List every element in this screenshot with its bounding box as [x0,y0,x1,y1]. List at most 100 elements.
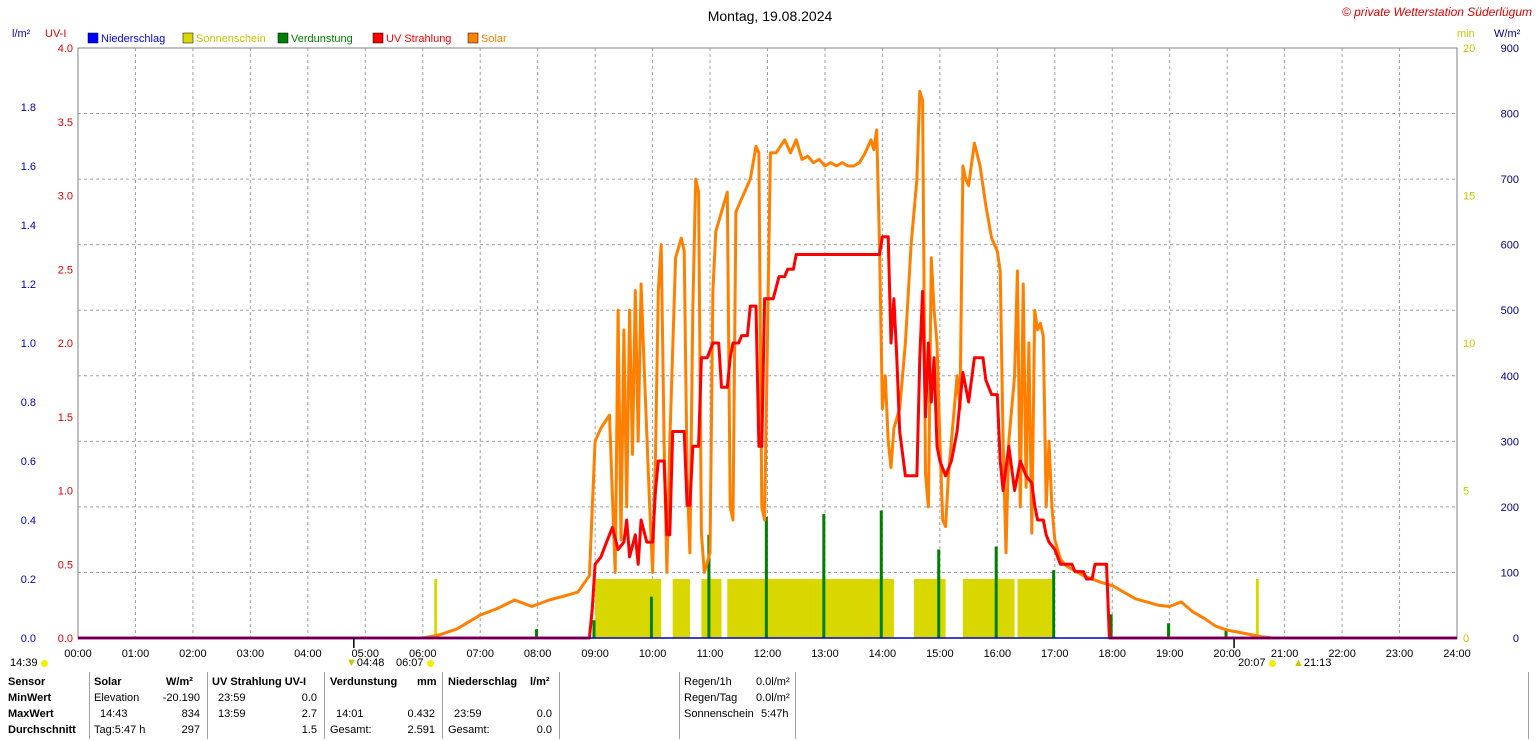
evaporation-bar [879,510,883,638]
sun-tick-label: 20 [1463,43,1475,55]
time-tick-label: 12:00 [754,648,782,660]
time-tick-label: 24:00 [1443,648,1471,660]
rain-tick-label: 0.4 [21,515,36,527]
legend-swatch-solar [467,32,479,44]
time-tick-label: 06:00 [409,648,437,660]
sun-tick-label: 5 [1463,486,1469,498]
summary-label-sunshine: Sonnenschein [684,708,754,720]
sunrise-arrow-icon: ▼ [346,657,357,669]
time-tick-label: 02:00 [179,648,207,660]
time-tick-label: 21:00 [1271,648,1299,660]
legend: Niederschlag Sonnenschein Verdunstung UV… [87,32,507,45]
summary-value-rain-1h: 0.0l/m² [756,676,790,688]
stats-header-rain: Niederschlag [448,676,518,688]
time-tick-label: 04:00 [294,648,322,660]
evaporation-bar [1109,614,1113,638]
sun-dot-icon [40,659,48,667]
sun-tick-label: 0 [1463,633,1469,645]
series-line-uv-strahlung [78,235,1457,640]
sunrise-time: 04:48 [356,657,385,669]
time-tick-label: 18:00 [1098,648,1126,660]
divider [1528,672,1529,739]
solar-axis-unit: W/m² [1494,28,1521,40]
evaporation-bar [994,546,998,638]
solar-axis-ticks: 0 100 200 300 400 500 600 700 800 900 [1501,43,1519,645]
sunshine-bar [1017,579,1052,638]
uv-tick-label: 3.0 [58,191,73,203]
solar-tick-label: 100 [1501,567,1519,579]
legend-label-rain: Niederschlag [101,33,165,45]
stats-header-sensor: Sensor [8,676,46,688]
time-tick-label: 22:00 [1328,648,1356,660]
stats-solar-min-time: Elevation [94,692,140,704]
rain-tick-label: 0.8 [21,397,36,409]
legend-swatch-uv [372,32,384,44]
solar-tick-label: 500 [1501,305,1519,317]
stats-uv-min-time: 23:59 [218,692,246,704]
stats-solar-max-time: 14:43 [100,708,128,720]
time-tick-label: 10:00 [639,648,667,660]
rain-tick-label: 0.0 [21,633,36,645]
uv-axis-ticks: 0.0 0.5 1.0 1.5 2.0 2.5 3.0 3.5 4.0 [58,43,73,645]
sunshine-bar [701,579,722,638]
sun-axis-unit: min [1457,28,1475,40]
time-tick-label: 00:00 [64,648,92,660]
solar-tick-label: 400 [1501,371,1519,383]
now-time-marker: 14:39 [10,657,48,669]
sunshine-bar [914,579,946,638]
solar-tick-label: 800 [1501,109,1519,121]
sun-axis-ticks: 0 5 10 15 20 [1463,43,1475,645]
stats-solar-min-value: -20.190 [162,692,200,704]
stats-row-label-min: MinWert [8,692,52,704]
stats-header-evap: Verdunstung [330,676,398,688]
stats-rain-total-label: Gesamt: [448,724,490,736]
stats-evap-max-time: 14:01 [336,708,364,720]
station-watermark: © private Wetterstation Süderlügum [1342,5,1532,19]
sunset-time: 21:13 [1303,657,1332,669]
sunshine-bar [1255,579,1259,638]
legend-label-sunshine: Sonnenschein [196,33,266,45]
time-tick-label: 19:00 [1156,648,1184,660]
uv-tick-label: 2.5 [58,264,73,276]
chart-title: Montag, 19.08.2024 [708,8,833,24]
rain-tick-label: 0.6 [21,456,36,468]
uv-tick-label: 0.5 [58,559,73,571]
divider [89,672,90,739]
dusk-marker: 20:07 [1238,657,1276,669]
summary-value-rain-day: 0.0l/m² [756,692,790,704]
rain-tick-label: 0.2 [21,574,36,586]
evaporation-bars [535,510,1228,638]
divider [559,672,560,739]
stats-header-rain-unit: l/m² [530,676,550,688]
sun-tick-label: 15 [1463,191,1475,203]
summary-label-rain-1h: Regen/1h [684,676,732,688]
legend-swatch-rain [87,32,99,44]
time-tick-label: 15:00 [926,648,954,660]
legend-label-solar: Solar [481,33,507,45]
sunset-marker: ▲21:13 [1293,657,1331,669]
time-tick-label: 13:00 [811,648,839,660]
time-tick-label: 07:00 [466,648,494,660]
uv-tick-label: 0.0 [58,633,73,645]
time-axis-ticks: 00:00 01:00 02:00 03:00 04:00 05:00 06:00 07:00… [64,648,1471,660]
evaporation-bar [764,517,768,638]
uv-tick-label: 1.5 [58,412,73,424]
sun-tick-label: 10 [1463,338,1475,350]
stats-rain-max-time: 23:59 [454,708,482,720]
dawn-time: 06:07 [396,657,424,669]
rain-tick-label: 1.8 [21,102,36,114]
divider [207,672,208,739]
summary-label-rain-day: Regen/Tag [684,692,738,704]
time-tick-label: 17:00 [1041,648,1069,660]
evaporation-bar [1052,570,1056,638]
sunset-arrow-icon: ▲ [1293,657,1304,669]
solar-tick-label: 600 [1501,240,1519,252]
uv-tick-label: 2.0 [58,338,73,350]
uv-tick-label: 4.0 [58,43,73,55]
stats-rain-max-value: 0.0 [536,708,552,720]
rain-axis-ticks: 0.0 0.2 0.4 0.6 0.8 1.0 1.2 1.4 1.6 1.8 [21,102,36,645]
uv-axis-unit: UV-I [45,28,66,40]
stats-header-evap-unit: mm [417,676,437,688]
time-tick-label: 16:00 [984,648,1012,660]
time-tick-label: 03:00 [237,648,265,660]
